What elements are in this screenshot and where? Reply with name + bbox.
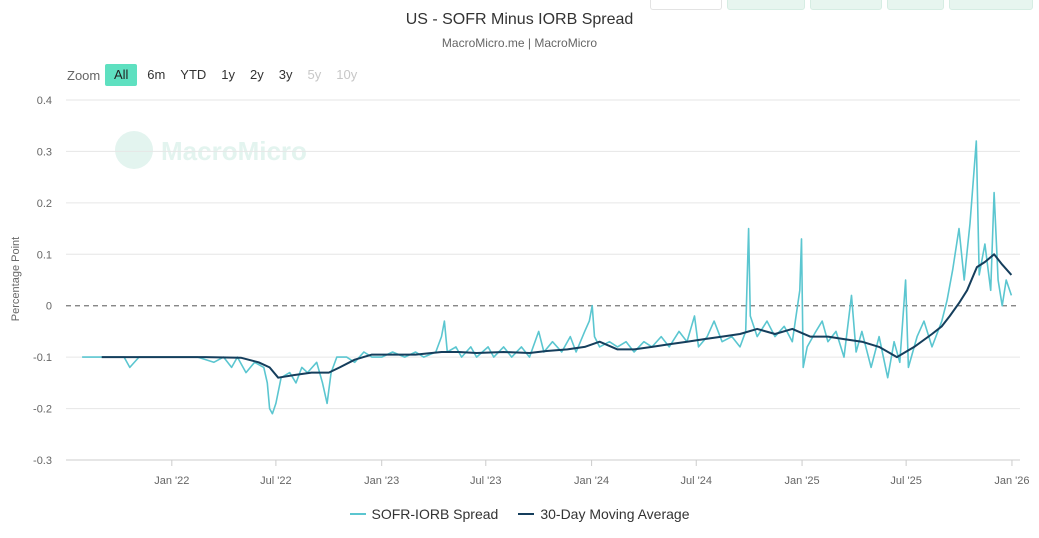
- top-tab-4[interactable]: [887, 0, 944, 10]
- watermark: MacroMicro: [115, 131, 307, 169]
- zoom-bar: Zoom All 6m YTD 1y 2y 3y 5y 10y: [67, 64, 367, 86]
- series-line-spread[interactable]: [82, 140, 1013, 415]
- x-tick-label: Jan '25: [784, 475, 819, 487]
- y-axis-label: Percentage Point: [10, 237, 22, 321]
- legend-label-moving-average: 30-Day Moving Average: [540, 506, 690, 522]
- y-tick-label: -0.1: [33, 352, 52, 364]
- x-tick-label: Jul '24: [681, 475, 712, 487]
- legend-moving-average-line-icon: [518, 513, 535, 515]
- series-line-moving-average[interactable]: [101, 253, 1013, 379]
- legend-label-spread: SOFR-IORB Spread: [371, 506, 499, 522]
- x-tick-label: Jan '22: [154, 475, 189, 487]
- top-tab-1[interactable]: [650, 0, 722, 10]
- top-tab-5[interactable]: [949, 0, 1033, 10]
- x-axis: Jan '22 Jul '22 Jan '23 Jul '23 Jan '24 Jul '…: [66, 459, 1030, 487]
- y-tick-label: -0.3: [33, 455, 52, 467]
- legend-item-spread[interactable]: SOFR-IORB Spread: [349, 506, 499, 522]
- zoom-button-ytd[interactable]: YTD: [180, 67, 207, 82]
- line-chart: MacroMicro -0.3 -0.2 -0.1 0 0.1 0.2 0.3 0.4 Jan…: [10, 95, 1030, 487]
- x-tick-label: Jan '24: [574, 475, 609, 487]
- top-tab-3[interactable]: [810, 0, 882, 10]
- y-tick-label: -0.2: [33, 404, 52, 416]
- legend: SOFR-IORB Spread 30-Day Moving Average: [0, 506, 1039, 522]
- zoom-button-2y[interactable]: 2y: [250, 67, 264, 82]
- x-tick-label: Jan '23: [364, 475, 399, 487]
- zoom-label: Zoom: [67, 67, 101, 83]
- legend-spread-line-icon: [349, 513, 366, 515]
- top-tab-2[interactable]: [727, 0, 805, 10]
- y-tick-label: 0: [46, 301, 52, 313]
- zoom-button-3y[interactable]: 3y: [278, 67, 293, 82]
- x-tick-label: Jan '26: [994, 475, 1029, 487]
- y-tick-label: 0.1: [37, 249, 52, 261]
- zoom-button-5y[interactable]: 5y: [307, 67, 322, 82]
- top-toolbar-tabs: [650, 0, 1039, 10]
- watermark-logo-icon: [115, 131, 153, 169]
- zoom-button-all[interactable]: All: [105, 64, 138, 86]
- x-tick-label: Jul '23: [470, 475, 501, 487]
- zoom-button-1y[interactable]: 1y: [221, 67, 236, 82]
- chart-subtitle: MacroMicro.me | MacroMicro: [441, 36, 598, 50]
- x-tick-label: Jul '22: [260, 475, 291, 487]
- y-tick-label: 0.2: [37, 198, 52, 210]
- y-tick-label: 0.4: [37, 95, 52, 107]
- chart-title: US - SOFR Minus IORB Spread: [405, 11, 634, 28]
- y-axis: -0.3 -0.2 -0.1 0 0.1 0.2 0.3 0.4: [33, 95, 52, 467]
- series-group: [82, 140, 1013, 415]
- y-tick-label: 0.3: [37, 146, 52, 158]
- zoom-button-6m[interactable]: 6m: [147, 67, 166, 82]
- legend-item-moving-average[interactable]: 30-Day Moving Average: [518, 506, 690, 522]
- zoom-button-10y[interactable]: 10y: [336, 67, 358, 82]
- x-tick-label: Jul '25: [890, 475, 921, 487]
